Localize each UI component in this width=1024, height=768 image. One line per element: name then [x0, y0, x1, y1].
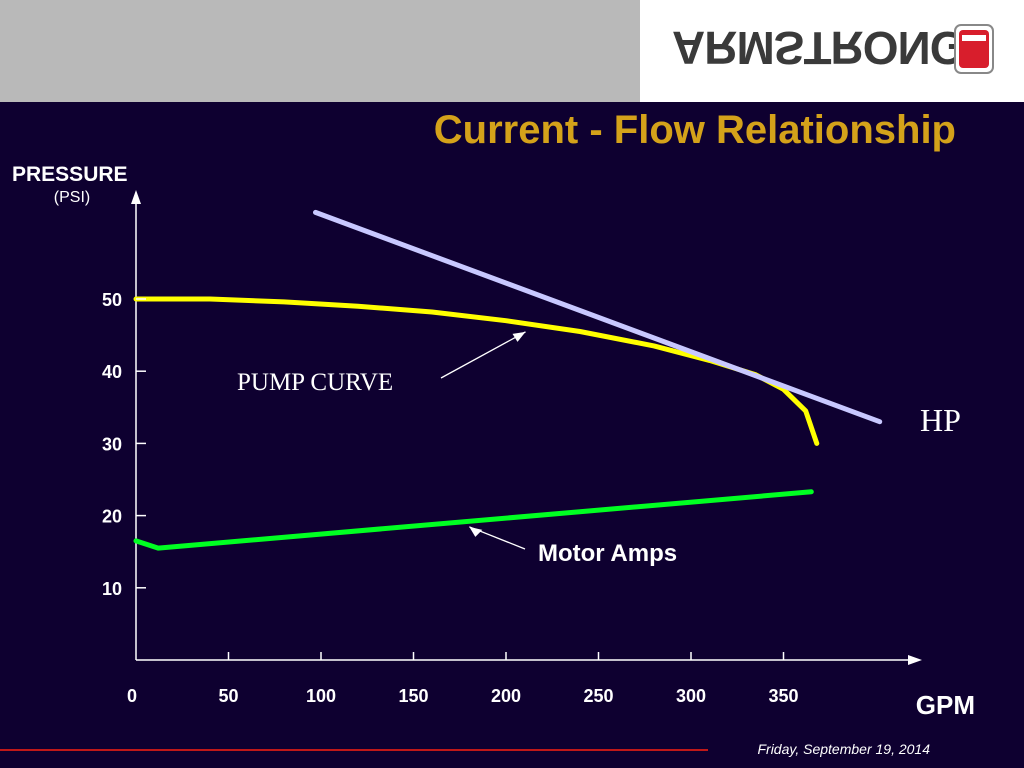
x-axis-label: GPM: [916, 690, 975, 720]
footer-divider: [0, 749, 708, 751]
motor-amps-label: Motor Amps: [538, 540, 677, 567]
pump-curve-arrow-head-icon: [512, 331, 526, 342]
chart-axes: [131, 190, 922, 665]
chart-labels: PRESSURE (PSI) GPM PUMP CURVE HP Motor Amps: [12, 163, 975, 720]
armstrong-logo-icon: [954, 24, 994, 74]
y-tick-label: 50: [102, 290, 122, 310]
x-tick-label: 150: [398, 686, 428, 706]
chart-ticks: 10 20 30 40 50 0 50 100 150 200 250 300 350: [102, 290, 799, 706]
y-tick-label: 30: [102, 434, 122, 454]
x-tick-label: 300: [676, 686, 706, 706]
x-tick-label: 0: [127, 686, 137, 706]
hp-label: HP: [920, 402, 961, 438]
x-axis-arrow-icon: [908, 655, 922, 665]
x-tick-label: 200: [491, 686, 521, 706]
chart-series: [133, 209, 883, 551]
motor-amps-series: [133, 489, 814, 551]
y-tick-label: 10: [102, 579, 122, 599]
hp-series: [313, 209, 883, 425]
x-tick-label: 100: [306, 686, 336, 706]
y-axis-unit: (PSI): [54, 189, 90, 206]
pump-curve-arrow: [440, 331, 526, 379]
y-axis-arrow-icon: [131, 190, 141, 204]
pump-curve-label: PUMP CURVE: [237, 369, 393, 396]
y-tick-label: 40: [102, 362, 122, 382]
pump-curve-series: [133, 296, 820, 446]
x-tick-label: 350: [768, 686, 798, 706]
footer-date: Friday, September 19, 2014: [757, 741, 930, 757]
header-gray-band: [0, 0, 640, 102]
x-tick-label: 50: [218, 686, 238, 706]
slide-title: Current - Flow Relationship: [433, 108, 956, 152]
x-tick-label: 250: [583, 686, 613, 706]
motor-amps-arrow-head-icon: [469, 526, 483, 537]
y-axis-label: PRESSURE: [12, 163, 128, 186]
y-tick-label: 20: [102, 507, 122, 527]
